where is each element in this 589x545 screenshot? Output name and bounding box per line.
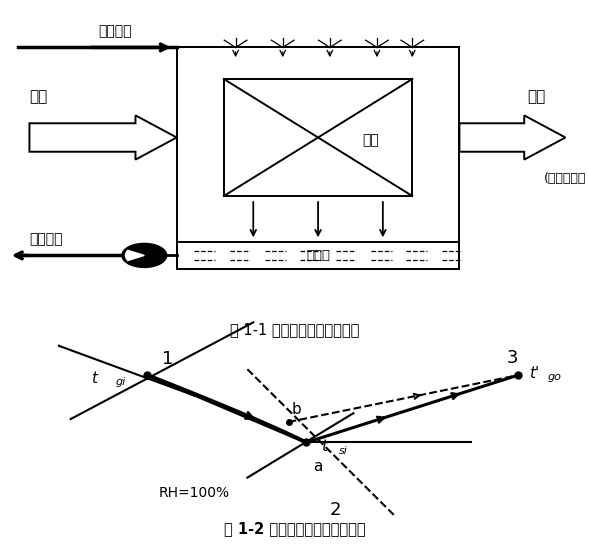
- Text: 1: 1: [162, 350, 173, 368]
- Text: si: si: [339, 446, 348, 456]
- Polygon shape: [125, 250, 144, 261]
- Text: 冷水进水: 冷水进水: [98, 24, 131, 38]
- Text: t: t: [91, 371, 97, 385]
- Text: gi: gi: [116, 378, 126, 387]
- Text: 冷水出水: 冷水出水: [29, 232, 63, 246]
- Text: 进风: 进风: [29, 89, 48, 104]
- Text: t': t': [529, 366, 539, 381]
- Text: 图 1-1 直接蒸发制冷水流程图: 图 1-1 直接蒸发制冷水流程图: [230, 323, 359, 337]
- Text: RH=100%: RH=100%: [159, 486, 230, 500]
- Bar: [177, 242, 459, 269]
- Text: go: go: [548, 372, 562, 382]
- Text: b: b: [292, 402, 302, 417]
- Text: t: t: [321, 439, 327, 455]
- Polygon shape: [29, 116, 177, 160]
- Text: a: a: [313, 458, 323, 474]
- Text: 排风: 排风: [527, 89, 545, 104]
- Text: 填料: 填料: [363, 134, 379, 148]
- Text: 集水筱: 集水筱: [306, 249, 330, 262]
- Text: 2: 2: [330, 501, 342, 519]
- Text: 3: 3: [507, 349, 518, 367]
- Circle shape: [122, 244, 167, 268]
- Polygon shape: [459, 116, 565, 160]
- Text: 图 1-2 直接蒸发制冷水给湿过程: 图 1-2 直接蒸发制冷水给湿过程: [224, 521, 365, 536]
- Text: (排至大气）: (排至大气）: [544, 172, 587, 185]
